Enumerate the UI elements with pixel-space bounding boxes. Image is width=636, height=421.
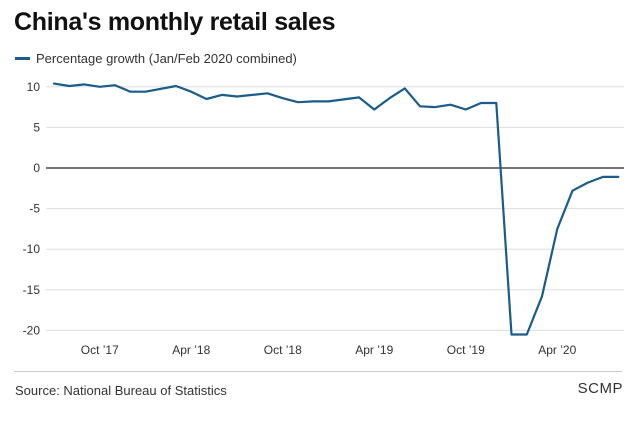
chart-title: China's monthly retail sales [14, 8, 336, 36]
series-line [52, 82, 620, 336]
y-tick-label: 10 [27, 80, 41, 94]
y-tick-label: -10 [23, 242, 41, 256]
legend-label: Percentage growth (Jan/Feb 2020 combined… [36, 51, 297, 66]
y-tick-label: -20 [23, 323, 41, 337]
y-tick-label: -15 [23, 283, 41, 297]
legend: Percentage growth (Jan/Feb 2020 combined… [15, 51, 297, 66]
legend-line-swatch [15, 57, 30, 60]
x-tick-label: Apr ’19 [355, 343, 393, 357]
x-tick-label: Apr ’20 [538, 343, 576, 357]
grid-layer [46, 86, 624, 331]
x-tick-label: Oct ’18 [264, 343, 302, 357]
y-tick-label: -5 [29, 202, 40, 216]
series-layer [52, 82, 620, 336]
x-tick-label: Oct ’17 [81, 343, 119, 357]
y-tick-label: 0 [33, 161, 40, 175]
y-axis-labels: 10 5 0 -5 -10 -15 -20 [23, 80, 41, 338]
publisher-brand: SCMP [577, 380, 623, 397]
x-tick-label: Oct ’19 [447, 343, 485, 357]
x-tick-label: Apr ’18 [172, 343, 210, 357]
y-tick-label: 5 [33, 120, 40, 134]
x-axis-labels: Oct ’17 Apr ’18 Oct ’18 Apr ’19 Oct ’19 Apr ’… [81, 343, 577, 357]
source-note: Source: National Bureau of Statistics [15, 383, 227, 398]
footer-divider [14, 371, 622, 372]
